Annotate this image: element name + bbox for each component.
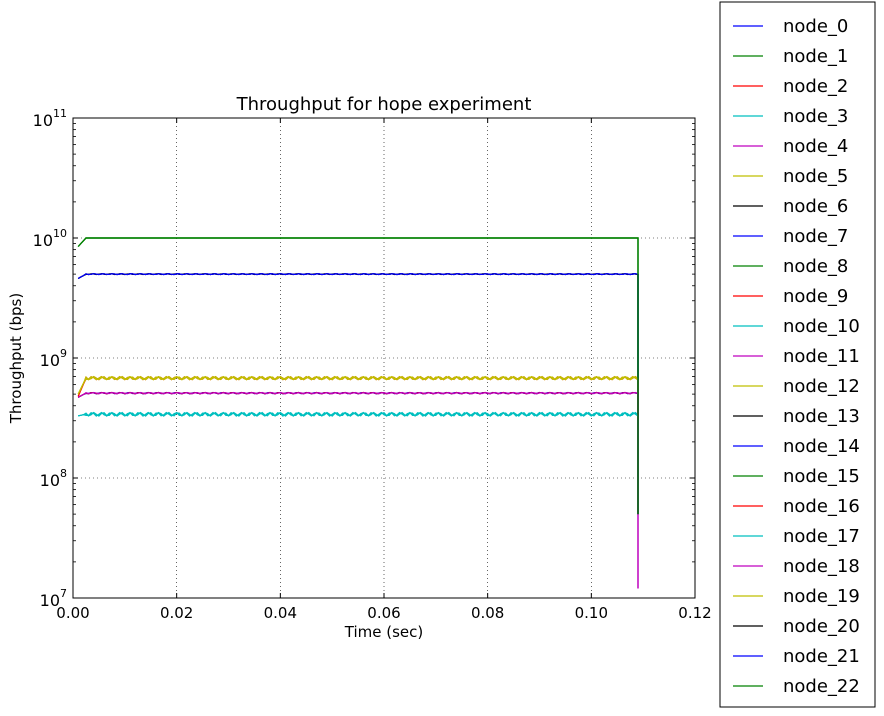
series-line-node_10 xyxy=(78,411,639,515)
series-line-node_2 xyxy=(77,375,639,515)
legend-label: node_14 xyxy=(783,436,860,457)
legend-entry: node_13 xyxy=(733,406,860,427)
legend-label: node_3 xyxy=(783,106,848,127)
legend-entry: node_5 xyxy=(733,166,848,187)
y-tick-label: 1011 xyxy=(33,107,67,130)
legend-label: node_4 xyxy=(783,136,848,157)
x-tick-labels: 0.00 0.02 0.04 0.06 0.08 0.10 0.12 xyxy=(56,604,711,622)
series-line-node_16 xyxy=(77,391,639,515)
series-line-node_18 xyxy=(77,391,639,589)
legend-label: node_2 xyxy=(783,76,848,97)
legend-label: node_7 xyxy=(783,226,848,247)
series-line-node_19 xyxy=(77,375,639,515)
y-axis-label: Throughput (bps) xyxy=(7,293,25,424)
x-tick-label: 0.02 xyxy=(160,604,193,622)
legend-entry: node_8 xyxy=(733,256,848,277)
y-tick-label: 1010 xyxy=(33,227,67,250)
chart-title: Throughput for hope experiment xyxy=(236,94,532,115)
legend-label: node_1 xyxy=(783,46,848,67)
series-line-node_14 xyxy=(77,391,639,515)
x-axis-label: Time (sec) xyxy=(344,623,423,641)
series-line-node_8 xyxy=(77,237,639,515)
legend-label: node_8 xyxy=(783,256,848,277)
axis-ticks xyxy=(72,117,696,599)
y-tick-label: 108 xyxy=(40,467,67,490)
grid-lines xyxy=(73,118,695,598)
legend-entry: node_11 xyxy=(733,346,860,367)
series-line-node_22 xyxy=(77,237,639,515)
legend-entry: node_3 xyxy=(733,106,848,127)
legend-entry: node_20 xyxy=(733,616,860,637)
series-line-node_5 xyxy=(77,375,639,515)
legend-entry: node_6 xyxy=(733,196,848,217)
x-tick-label: 0.12 xyxy=(678,604,711,622)
legend-label: node_22 xyxy=(783,676,860,697)
series-line-node_17 xyxy=(78,411,639,515)
legend-label: node_9 xyxy=(783,286,848,307)
legend-entry: node_18 xyxy=(733,556,860,577)
x-tick-label: 0.00 xyxy=(56,604,89,622)
x-tick-label: 0.10 xyxy=(575,604,608,622)
legend: node_0 node_1 node_2 node_3 node_4 node_5node… xyxy=(719,1,876,708)
legend-label: node_16 xyxy=(783,496,860,517)
legend-entry: node_12 xyxy=(733,376,860,397)
series-line-node_11 xyxy=(77,391,639,589)
legend-label: node_17 xyxy=(783,526,860,547)
legend-label: node_19 xyxy=(783,586,860,607)
legend-entry: node_16 xyxy=(733,496,860,517)
legend-label: node_21 xyxy=(783,646,860,667)
legend-entry: node_2 xyxy=(733,76,848,97)
legend-label: node_20 xyxy=(783,616,860,637)
legend-label: node_13 xyxy=(783,406,860,427)
x-tick-label: 0.08 xyxy=(471,604,504,622)
y-tick-labels: 107 108 109 1010 1011 xyxy=(33,107,67,610)
series-line-node_12 xyxy=(77,375,639,515)
legend-entry: node_7 xyxy=(733,226,848,247)
legend-label: node_18 xyxy=(783,556,860,577)
series-line-node_13 xyxy=(77,391,639,515)
legend-entry: node_0 xyxy=(733,16,848,37)
legend-entry: node_9 xyxy=(733,286,848,307)
legend-label: node_6 xyxy=(783,196,848,217)
x-tick-label: 0.06 xyxy=(367,604,400,622)
series-line-node_1 xyxy=(77,237,639,515)
legend-entry: node_22 xyxy=(733,676,860,697)
legend-entry: node_19 xyxy=(733,586,860,607)
series-layer xyxy=(77,237,639,589)
legend-entry: node_17 xyxy=(733,526,860,547)
legend-label: node_0 xyxy=(783,16,848,37)
legend-label: node_10 xyxy=(783,316,860,337)
series-line-node_3 xyxy=(78,411,639,515)
legend-box xyxy=(719,1,876,708)
y-tick-label: 109 xyxy=(40,347,67,370)
series-line-node_21 xyxy=(77,273,639,515)
legend-label: node_11 xyxy=(783,346,860,367)
legend-entry: node_4 xyxy=(733,136,848,157)
y-tick-label: 107 xyxy=(40,587,67,610)
legend-entry: node_10 xyxy=(733,316,860,337)
legend-entry: node_15 xyxy=(733,466,860,487)
legend-items: node_0 node_1 node_2 node_3 node_4 node_5node… xyxy=(733,16,860,697)
legend-entry: node_21 xyxy=(733,646,860,667)
legend-label: node_12 xyxy=(783,376,860,397)
legend-label: node_5 xyxy=(783,166,848,187)
series-line-node_9 xyxy=(77,375,639,515)
legend-entry: node_14 xyxy=(733,436,860,457)
series-line-node_4 xyxy=(77,391,639,589)
series-line-node_15 xyxy=(77,237,639,515)
legend-entry: node_1 xyxy=(733,46,848,67)
legend-label: node_15 xyxy=(783,466,860,487)
x-tick-label: 0.04 xyxy=(264,604,297,622)
